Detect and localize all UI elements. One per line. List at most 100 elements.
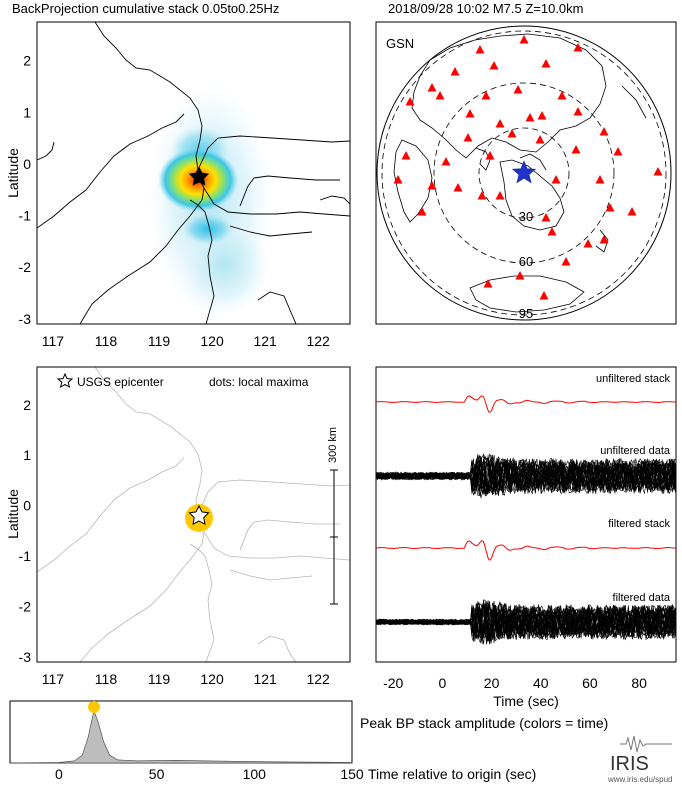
station-marker bbox=[541, 213, 551, 222]
scale-bar bbox=[330, 469, 338, 605]
coastlines-light bbox=[37, 367, 350, 662]
stack-map-ytick-label: -1 bbox=[19, 208, 32, 224]
amplitude-xtick-label: 50 bbox=[149, 766, 165, 782]
epicenter-star-icon bbox=[188, 166, 210, 186]
station-marker bbox=[613, 147, 623, 156]
stack-map-ytick-label: 1 bbox=[23, 104, 31, 120]
amplitude-panel: 0 50 100 150 Peak BP stack amplitude (color… bbox=[9, 700, 608, 782]
traces-frame bbox=[375, 366, 677, 663]
data-trace bbox=[376, 604, 676, 644]
station-marker bbox=[595, 175, 605, 184]
iris-logo-wave-icon bbox=[620, 735, 672, 753]
stack-map-panel: Latitude 117 118 119 120 121 122 2 1 0 -1 -2 -3 bbox=[5, 21, 351, 349]
station-marker bbox=[507, 129, 517, 138]
stack-map-xtick-label: 120 bbox=[200, 333, 224, 349]
data-trace bbox=[376, 453, 676, 499]
distance-ring-95 bbox=[381, 30, 667, 316]
scale-bar-label: 300 km bbox=[327, 427, 339, 463]
maxima-map-frame bbox=[36, 366, 351, 663]
distance-ring-30 bbox=[478, 127, 570, 219]
maxima-map-ytick-label: -3 bbox=[19, 649, 32, 665]
stack-map-ytick-label: -3 bbox=[19, 311, 32, 327]
station-marker bbox=[495, 119, 505, 128]
station-marker bbox=[515, 271, 525, 280]
station-marker bbox=[605, 203, 615, 212]
energy-blob-south bbox=[182, 213, 234, 245]
station-marker bbox=[495, 191, 505, 200]
distance-ring-60 bbox=[433, 82, 615, 264]
station-marker bbox=[573, 107, 583, 116]
station-marker bbox=[393, 175, 403, 184]
epicenter-star-icon bbox=[511, 160, 537, 184]
amplitude-xlabel: Time relative to origin (sec) bbox=[368, 766, 536, 782]
stack-map-frame bbox=[36, 21, 351, 325]
ring-label-60: 60 bbox=[519, 254, 533, 269]
station-marker bbox=[435, 91, 445, 100]
maxima-map-ytick-label: 1 bbox=[23, 447, 31, 463]
station-marker bbox=[481, 91, 491, 100]
traces-xtick-label: 0 bbox=[438, 675, 446, 691]
amplitude-caption: Peak BP stack amplitude (colors = time) bbox=[360, 715, 608, 731]
ring-label-30: 30 bbox=[519, 209, 533, 224]
station-marker bbox=[583, 239, 593, 248]
station-marker bbox=[477, 191, 487, 200]
station-marker bbox=[537, 111, 547, 120]
station-marker bbox=[513, 85, 523, 94]
filtered-stack-trace bbox=[376, 540, 676, 561]
station-marker bbox=[405, 97, 415, 106]
ring-label-95: 95 bbox=[519, 306, 533, 321]
station-marker bbox=[539, 291, 549, 300]
figure-title: BackProjection cumulative stack 0.05to0.… bbox=[12, 1, 279, 16]
trace-label-unfiltered-data: unfiltered data bbox=[600, 445, 671, 457]
filtered-data-traces bbox=[376, 599, 676, 645]
maxima-map-xtick-label: 122 bbox=[306, 671, 330, 687]
stack-map-ylabel: Latitude bbox=[5, 148, 21, 198]
amplitude-xtick-label: 0 bbox=[55, 766, 63, 782]
gsn-globe-panel: GSN 30 60 95 bbox=[375, 21, 677, 325]
station-marker bbox=[573, 43, 583, 52]
stack-map-ytick-label: 0 bbox=[23, 156, 31, 172]
stack-map-xtick-label: 122 bbox=[306, 333, 330, 349]
maxima-map-xtick-label: 118 bbox=[95, 671, 118, 687]
data-trace bbox=[376, 604, 676, 645]
station-marker bbox=[401, 151, 411, 160]
event-info: 2018/09/28 10:02 M7.5 Z=10.0km bbox=[388, 1, 584, 16]
stack-map-ytick-label: 2 bbox=[23, 53, 31, 69]
station-marker bbox=[475, 45, 485, 54]
station-marker bbox=[519, 35, 529, 44]
trace-label-unfiltered-stack: unfiltered stack bbox=[596, 373, 670, 385]
station-marker bbox=[561, 257, 571, 266]
amplitude-frame bbox=[9, 700, 353, 764]
stack-map-xtick-label: 117 bbox=[42, 333, 65, 349]
maxima-map-ytick-label: -1 bbox=[19, 548, 32, 564]
traces-xtick-label: 40 bbox=[533, 675, 549, 691]
station-marker bbox=[453, 183, 463, 192]
maxima-map-panel: USGS epicenter dots: local maxima 300 km… bbox=[5, 366, 351, 687]
iris-logo-url: www.iris.edu/spud bbox=[607, 775, 672, 784]
station-marker bbox=[525, 113, 535, 122]
coastlines bbox=[37, 22, 350, 324]
peak-amplitude-dot bbox=[88, 701, 101, 713]
trace-label-filtered-data: filtered data bbox=[613, 592, 671, 604]
iris-logo: IRIS www.iris.edu/spud bbox=[607, 735, 672, 784]
gsn-network-label: GSN bbox=[386, 36, 414, 51]
stack-map-xtick-label: 121 bbox=[253, 333, 277, 349]
station-marker bbox=[483, 279, 493, 288]
traces-xtick-label: 20 bbox=[484, 675, 500, 691]
data-trace bbox=[376, 457, 676, 496]
unfiltered-data-traces bbox=[376, 453, 676, 499]
stack-map-xtick-label: 118 bbox=[95, 333, 118, 349]
maxima-map-xtick-label: 119 bbox=[148, 671, 171, 687]
trace-label-filtered-stack: filtered stack bbox=[608, 518, 670, 530]
station-marker bbox=[427, 181, 437, 190]
globe-outline bbox=[376, 25, 672, 321]
unfiltered-stack-trace bbox=[376, 395, 676, 413]
station-marker bbox=[557, 91, 567, 100]
traces-panel: unfiltered stack unfiltered data filtere… bbox=[375, 366, 677, 709]
station-marker bbox=[547, 227, 557, 236]
traces-xtick-label: 80 bbox=[631, 675, 647, 691]
epicenter-star-icon bbox=[188, 504, 210, 525]
maxima-map-ylabel: Latitude bbox=[5, 489, 21, 539]
station-marker bbox=[653, 167, 663, 176]
station-marker bbox=[441, 157, 451, 166]
